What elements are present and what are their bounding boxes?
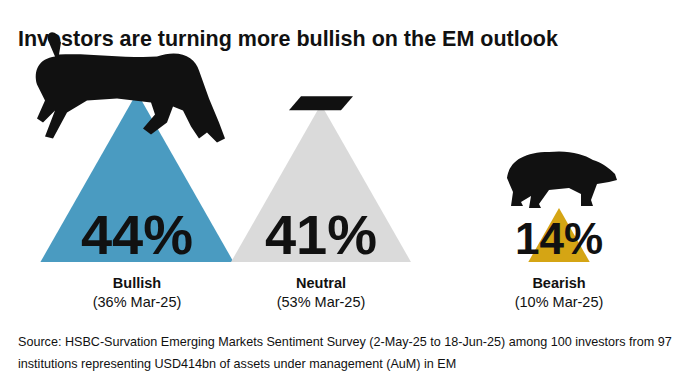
value-label: 14% [515, 214, 603, 263]
comparison-label: (53% Mar-25) [277, 294, 366, 310]
comparison-label: (10% Mar-25) [515, 294, 604, 310]
category-label: Neutral [296, 275, 346, 291]
category-label: Bullish [113, 275, 161, 291]
chart: Investors are turning more bullish on th… [0, 0, 696, 390]
icon-shape [36, 32, 225, 142]
source-note: Source: HSBC-Survation Emerging Markets … [18, 331, 673, 375]
comparison-label: (36% Mar-25) [93, 294, 182, 310]
icon [289, 96, 353, 110]
value-label: 41% [265, 203, 377, 266]
category-label: Bearish [532, 275, 585, 291]
icon-shape [507, 152, 617, 209]
icon [507, 152, 617, 209]
icon-shape [289, 96, 353, 110]
value-label: 44% [81, 203, 193, 266]
icon [36, 32, 225, 142]
title: Investors are turning more bullish on th… [18, 27, 558, 51]
